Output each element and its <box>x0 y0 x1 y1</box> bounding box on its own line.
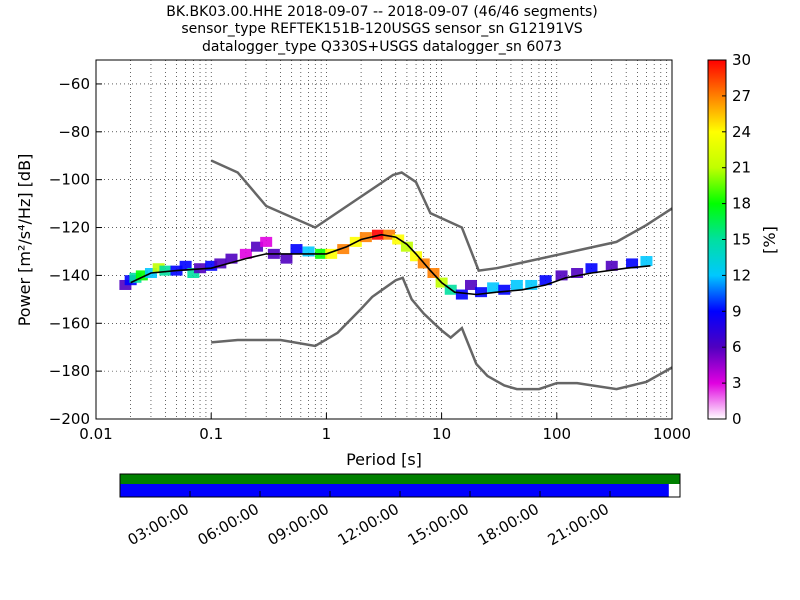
colorbar-tick-label: 0 <box>732 410 742 428</box>
plot-frame <box>95 59 673 420</box>
density-cell <box>465 279 478 290</box>
coverage-used-bar <box>120 484 669 497</box>
x-tick-label: 1 <box>322 425 332 443</box>
y-tick-label: −120 <box>49 219 90 237</box>
colorbar-tick-label: 15 <box>732 231 751 249</box>
density-cell <box>626 258 639 269</box>
y-axis-ticks: −60 −80 −100 −120 −140 −160 −180 −200 <box>49 75 102 428</box>
plot-area: 0.01 0.1 1 10 100 1000 −60 −80 −100 −120 −140 −160… <box>49 59 691 443</box>
colorbar-label: [%] <box>760 226 779 254</box>
y-tick-label: −80 <box>58 123 90 141</box>
density-cell <box>325 248 338 259</box>
x-tick-label: 0.1 <box>199 425 223 443</box>
x-tick-label: 0.01 <box>79 425 112 443</box>
density-cell <box>205 260 218 271</box>
chart-title-line-2: sensor_type REFTEK151B-120USGS sensor_sn… <box>181 21 582 37</box>
y-tick-label: −160 <box>49 314 90 332</box>
chart-title-line-1: BK.BK03.00.HHE 2018-09-07 -- 2018-09-07 … <box>166 4 598 20</box>
chart-title-line-3: datalogger_type Q330S+USGS datalogger_sn… <box>202 39 562 55</box>
y-tick-label: −60 <box>58 75 90 93</box>
density-cell <box>129 272 142 283</box>
density-cell <box>539 275 552 286</box>
density-cell <box>475 287 488 298</box>
median-curve <box>130 233 651 296</box>
y-tick-label: −200 <box>49 410 90 428</box>
density-cell <box>135 270 148 281</box>
x-axis-ticks: 0.01 0.1 1 10 100 1000 <box>79 413 691 443</box>
colorbar-tick-label: 24 <box>732 123 751 141</box>
density-cell <box>214 258 227 269</box>
density-cell <box>251 241 264 252</box>
density-cell <box>280 253 293 264</box>
density-cell <box>302 246 315 257</box>
density-cell <box>383 229 396 240</box>
density-cell <box>260 236 273 247</box>
density-cell <box>187 268 200 279</box>
x-axis-label: Period [s] <box>346 450 422 469</box>
density-cell <box>525 279 538 290</box>
density-cell <box>510 279 523 290</box>
density-cell <box>359 232 372 243</box>
density-cell <box>498 284 511 295</box>
density-cell <box>337 244 350 255</box>
colorbar-tick-label: 27 <box>732 87 751 105</box>
colorbar-tick-label: 18 <box>732 195 751 213</box>
noise-model-high <box>210 159 673 272</box>
noise-model-low <box>211 276 673 391</box>
colorbar-ticks: 0 3 6 9 12 15 18 21 24 27 30 <box>722 51 751 428</box>
density-cell <box>159 265 172 276</box>
colorbar-tick-label: 30 <box>732 51 751 69</box>
density-cell <box>487 282 500 293</box>
x-tick-label: 100 <box>542 425 571 443</box>
y-tick-label: −180 <box>49 362 90 380</box>
colorbar-tick-label: 6 <box>732 338 742 356</box>
density-cell <box>640 256 653 267</box>
density-cell <box>410 251 423 262</box>
x-tick-label: 10 <box>432 425 451 443</box>
density-cell <box>605 260 618 271</box>
colorbar-tick-label: 12 <box>732 266 751 284</box>
density-cell <box>179 260 192 271</box>
density-cell <box>239 248 252 259</box>
density-cell <box>400 241 413 252</box>
density-cell <box>290 244 303 255</box>
density-cell <box>555 270 568 281</box>
y-tick-label: −100 <box>49 171 90 189</box>
density-cell <box>455 289 468 300</box>
coverage-available-bar <box>120 474 680 484</box>
density-cell <box>225 253 238 264</box>
density-cell <box>585 263 598 274</box>
density-cell <box>571 268 584 279</box>
x-tick-label: 1000 <box>653 425 691 443</box>
colorbar-tick-label: 21 <box>732 159 751 177</box>
colorbar-tick-label: 3 <box>732 374 742 392</box>
colorbar: 0 3 6 9 12 15 18 21 24 27 30 [%] <box>707 51 779 428</box>
y-axis-label: Power [m²/s⁴/Hz] [dB] <box>15 154 34 327</box>
y-tick-label: −140 <box>49 266 90 284</box>
colorbar-tick-label: 9 <box>732 302 742 320</box>
density-cell <box>152 263 165 274</box>
